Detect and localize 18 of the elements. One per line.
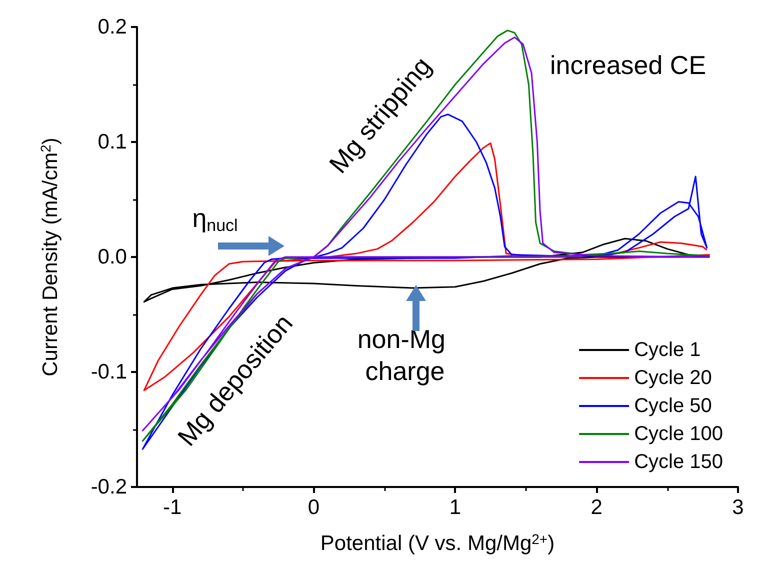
annotation: increased CE [550,50,706,80]
legend-label: Cycle 1 [634,339,701,361]
y-tick-label: -0.1 [90,360,127,384]
x-tick-label: -1 [163,496,182,519]
y-axis-title: Current Density (mA/cm2) [38,138,62,376]
legend-label: Cycle 100 [634,423,723,445]
legend-label: Cycle 50 [634,395,712,417]
x-tick-label: 1 [449,496,462,519]
y-tick-label: -0.2 [90,476,127,498]
x-tick-label: 3 [732,496,744,519]
legend-label: Cycle 20 [634,367,712,389]
legend-label: Cycle 150 [634,451,723,473]
y-tick-label: 0.0 [98,246,127,268]
y-tick-label: 0.2 [98,16,127,38]
annotation: non-Mg charge [357,324,453,386]
y-tick-label: 0.1 [98,130,127,154]
x-tick-label: 0 [308,496,320,519]
x-tick-label: 2 [590,496,602,519]
